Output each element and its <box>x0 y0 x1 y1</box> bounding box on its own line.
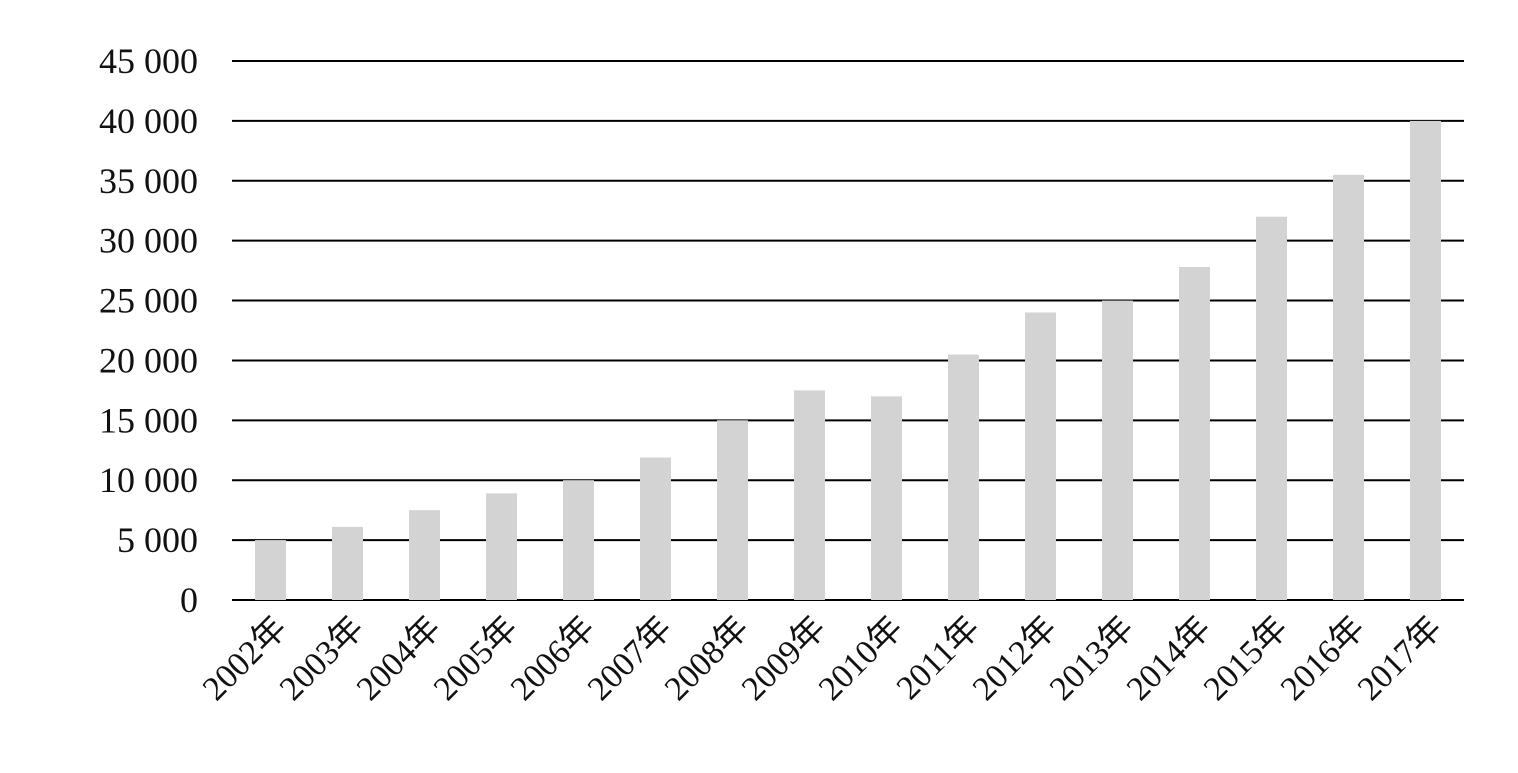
bar-2013年 <box>1102 300 1133 600</box>
x-tick-label: 2012年 <box>965 609 1064 708</box>
bar-2011年 <box>948 354 979 600</box>
y-tick-label: 0 <box>180 580 198 620</box>
y-axis-ticks: 0 5 000 10 000 15 000 20 000 25 000 30 000 35 0… <box>99 41 198 620</box>
x-tick-label: 2009年 <box>734 609 833 708</box>
x-tick-label: 2008年 <box>657 609 756 708</box>
y-tick-label: 15 000 <box>99 400 198 440</box>
x-axis-ticks: 2002年2003年2004年2005年2006年2007年2008年2009年… <box>195 609 1449 708</box>
x-tick-label: 2013年 <box>1042 609 1141 708</box>
bar-2014年 <box>1179 267 1210 600</box>
x-tick-label: 2002年 <box>195 609 294 708</box>
y-tick-label: 45 000 <box>99 41 198 81</box>
bar-2007年 <box>640 457 671 600</box>
x-tick-label: 2006年 <box>503 609 602 708</box>
y-tick-label: 5 000 <box>117 520 198 560</box>
bar-2003年 <box>332 526 363 600</box>
y-tick-label: 10 000 <box>99 460 198 500</box>
bar-2004年 <box>409 510 440 600</box>
x-tick-label: 2003年 <box>272 609 371 708</box>
y-tick-label: 35 000 <box>99 161 198 201</box>
x-tick-label: 2010年 <box>811 609 910 708</box>
x-tick-label: 2017年 <box>1350 609 1449 708</box>
bar-2002年 <box>255 540 286 600</box>
bar-2006年 <box>563 480 594 600</box>
bar-2010年 <box>871 396 902 600</box>
x-tick-label: 2007年 <box>580 609 679 708</box>
bar-2005年 <box>486 493 517 600</box>
bar-2016年 <box>1333 174 1364 601</box>
bar-2017年 <box>1410 120 1441 601</box>
x-tick-label: 2014年 <box>1119 609 1218 708</box>
y-tick-label: 40 000 <box>99 101 198 141</box>
y-tick-label: 25 000 <box>99 281 198 321</box>
x-tick-label: 2016年 <box>1273 609 1372 708</box>
bar-2009年 <box>794 390 825 600</box>
x-tick-label: 2005年 <box>426 609 525 708</box>
bar-2015年 <box>1256 216 1287 600</box>
y-tick-label: 30 000 <box>99 221 198 261</box>
y-tick-label: 20 000 <box>99 340 198 380</box>
bar-2008年 <box>717 420 748 600</box>
x-tick-label: 2015年 <box>1196 609 1295 708</box>
x-tick-label: 2011年 <box>889 609 987 707</box>
bars <box>255 120 1441 601</box>
bar-2012年 <box>1025 312 1056 600</box>
x-tick-label: 2004年 <box>349 609 448 708</box>
